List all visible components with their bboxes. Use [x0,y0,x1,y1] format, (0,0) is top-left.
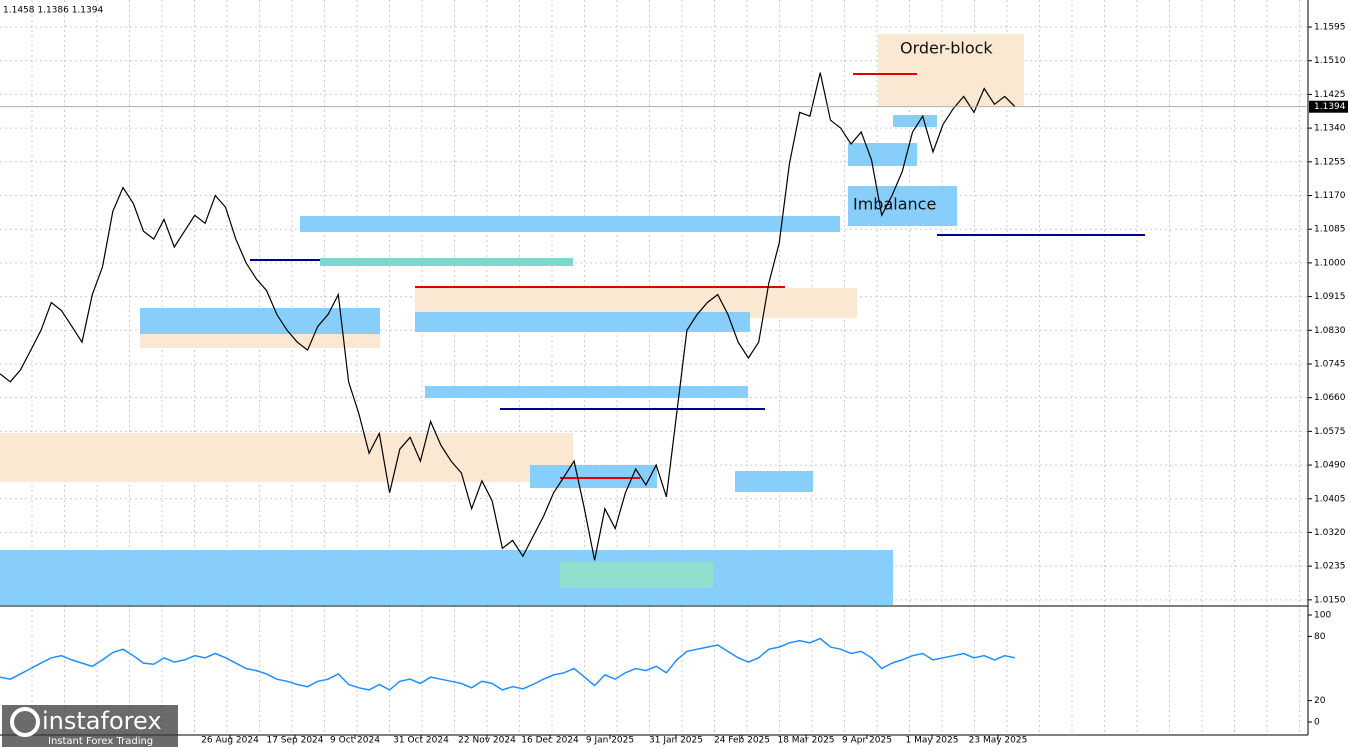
zone [300,216,840,232]
logo-tagline: Instant Forex Trading [48,736,153,747]
y-tick-label: 1.0320 [1314,528,1346,538]
logo-icon [10,707,40,737]
y-tick-label: 1.0830 [1314,326,1346,336]
zone [893,115,937,127]
x-tick-label: 24 Feb 2025 [714,736,770,746]
y-tick-label: 80 [1314,632,1326,642]
x-tick-label: 9 Oct 2024 [330,736,380,746]
zone [735,471,813,492]
zone [320,258,573,266]
x-tick-label: 9 Apr 2025 [842,736,892,746]
y-tick-label: 1.1255 [1314,157,1346,167]
zone [560,562,713,588]
current-price-tag [1309,100,1348,113]
y-tick-label: 0 [1314,718,1320,728]
y-tick-label: 1.1085 [1314,225,1346,235]
y-tick-label: 1.0150 [1314,595,1346,605]
zone [415,312,750,332]
rsi-line [0,637,1016,691]
zone [140,334,380,348]
annotation: Order-block [900,39,993,58]
zone [848,186,957,226]
zone [0,550,893,605]
y-tick-label: 1.1000 [1314,258,1346,268]
x-tick-label: 17 Sep 2024 [266,736,323,746]
y-tick-label: 1.0405 [1314,494,1346,504]
y-tick-label: 1.0490 [1314,461,1346,471]
current-price-label: 1.1394 [1314,102,1346,112]
y-tick-label: 1.0660 [1314,393,1346,403]
zone [140,308,380,334]
x-tick-label: 31 Oct 2024 [393,736,449,746]
y-tick-label: 1.0915 [1314,292,1346,302]
x-tick-label: 26 Aug 2024 [201,736,259,746]
x-tick-label: 16 Dec 2024 [521,736,579,746]
y-tick-label: 1.0745 [1314,359,1346,369]
y-tick-label: 1.0575 [1314,427,1346,437]
zone [848,143,917,166]
zone [878,34,1024,106]
x-tick-label: 31 Jan 2025 [649,736,703,746]
x-tick-label: 23 May 2025 [969,736,1028,746]
y-tick-label: 100 [1314,611,1331,621]
x-tick-label: 1 May 2025 [906,736,959,746]
annotation: Imbalance [853,195,936,214]
x-tick-label: 18 Mar 2025 [777,736,834,746]
price-line [0,72,1016,561]
zone [530,465,657,488]
y-tick-label: 1.0235 [1314,562,1346,572]
logo-text: instaforex [42,707,162,735]
zone [0,433,573,482]
x-tick-label: 9 Jan 2025 [586,736,634,746]
y-tick-label: 20 [1314,696,1326,706]
ohlc-header: 1.1458 1.1386 1.1394 [3,6,103,16]
y-tick-label: 1.1595 [1314,23,1346,33]
y-tick-label: 1.1425 [1314,90,1346,100]
y-tick-label: 1.1340 [1314,124,1346,134]
zones [0,34,1145,605]
zone [425,386,748,398]
x-tick-label: 22 Nov 2024 [458,736,516,746]
y-tick-label: 1.1510 [1314,56,1346,66]
grid [0,0,1308,735]
y-tick-label: 1.1170 [1314,191,1346,201]
